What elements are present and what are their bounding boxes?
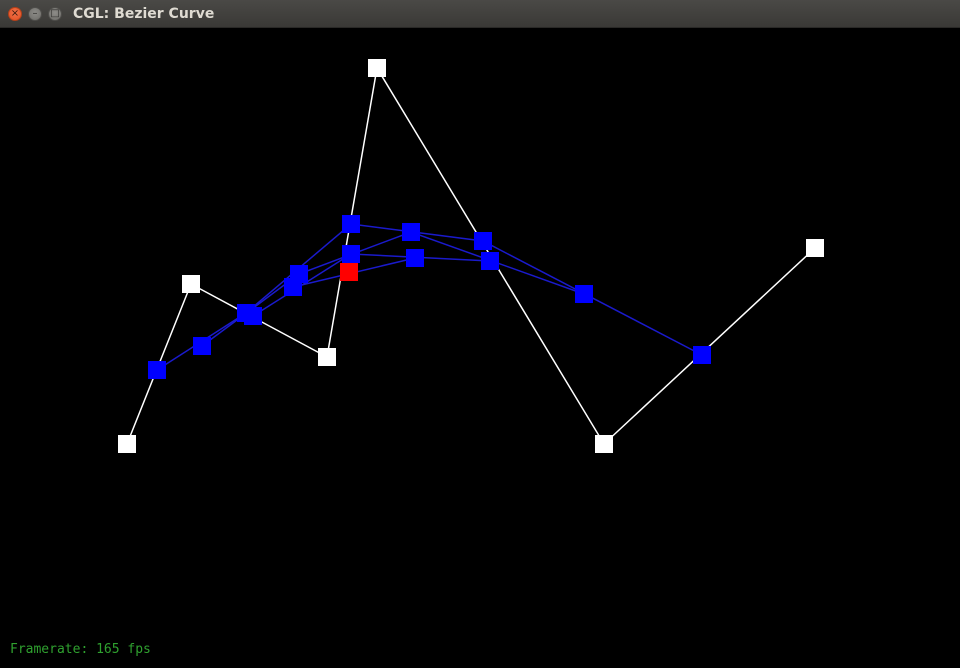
framerate-label: Framerate: 165 fps <box>10 642 151 657</box>
render-canvas[interactable] <box>0 28 960 668</box>
intermediate-point <box>148 361 166 379</box>
control-point[interactable] <box>182 275 200 293</box>
control-point[interactable] <box>318 348 336 366</box>
intermediate-point <box>693 346 711 364</box>
maximize-icon: □ <box>50 8 60 19</box>
intermediate-point <box>406 249 424 267</box>
intermediate-point <box>575 285 593 303</box>
curve-point <box>340 263 358 281</box>
maximize-window-button[interactable]: □ <box>48 7 62 21</box>
intermediate-point <box>342 245 360 263</box>
control-point[interactable] <box>118 435 136 453</box>
close-icon: × <box>10 8 20 19</box>
control-point[interactable] <box>806 239 824 257</box>
intermediate-point <box>193 337 211 355</box>
title-bar[interactable]: × – □ CGL: Bezier Curve <box>0 0 960 28</box>
minimize-window-button[interactable]: – <box>28 7 42 21</box>
intermediate-point <box>244 307 262 325</box>
intermediate-point <box>284 278 302 296</box>
bezier-scene[interactable] <box>0 28 960 668</box>
intermediate-polygon-level-1 <box>156 223 703 371</box>
control-point[interactable] <box>595 435 613 453</box>
construction-lines <box>126 65 816 446</box>
close-window-button[interactable]: × <box>8 7 22 21</box>
control-point[interactable] <box>368 59 386 77</box>
intermediate-point <box>481 252 499 270</box>
construction-points <box>118 59 824 453</box>
intermediate-point <box>402 223 420 241</box>
intermediate-point <box>474 232 492 250</box>
intermediate-point <box>342 215 360 233</box>
intermediate-polygon-level-2 <box>201 231 585 347</box>
window-title: CGL: Bezier Curve <box>73 6 215 22</box>
control-polygon <box>126 65 816 446</box>
minimize-icon: – <box>32 8 38 19</box>
